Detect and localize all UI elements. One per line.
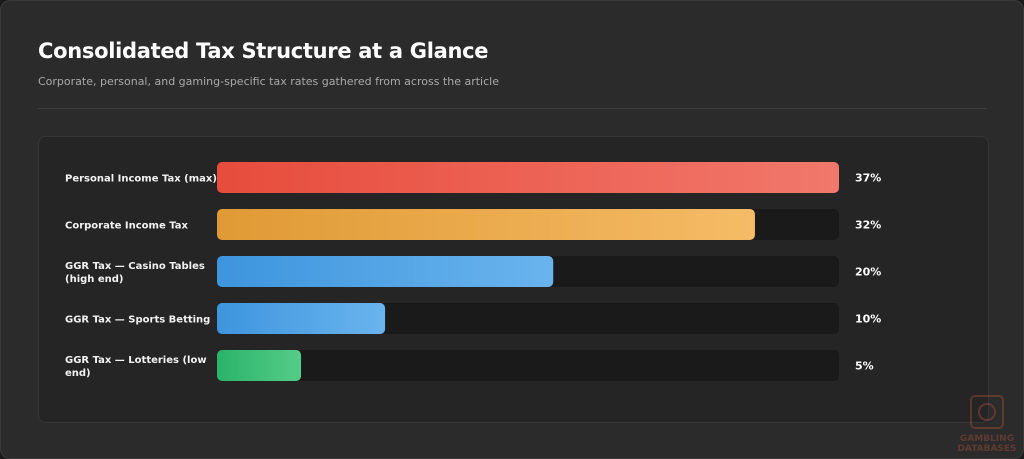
category-label: Corporate Income Tax [65,221,188,232]
bar-chart: Personal Income Tax (max) 37% Corporate In… [65,162,881,381]
bar [217,209,755,240]
bar [217,256,554,287]
watermark-logo: GAMBLING DATABASES [953,392,1021,456]
bar-track [217,350,839,381]
value-label: 10% [855,313,881,326]
chart-panel: Personal Income Tax (max) 37% Corporate In… [38,136,989,423]
category-label: GGR Tax — Casino Tables [65,261,205,272]
value-label: 37% [855,172,881,185]
category-label: end) [65,368,91,379]
value-label: 5% [855,360,874,373]
watermark-line1: GAMBLING [959,434,1015,444]
bar [217,303,386,334]
bar [217,162,839,193]
divider [38,108,987,109]
bar [217,350,302,381]
value-label: 20% [855,266,881,279]
chart-title: Consolidated Tax Structure at a Glance [38,39,489,63]
category-label: GGR Tax — Sports Betting [65,315,210,326]
watermark-line2: DATABASES [957,444,1017,454]
chart-subtitle: Corporate, personal, and gaming-specific… [38,75,499,88]
value-label: 32% [855,219,881,232]
category-label: Personal Income Tax (max) [65,174,217,185]
category-label: GGR Tax — Lotteries (low [65,355,207,366]
dice-icon [970,395,1004,429]
category-label: (high end) [65,274,124,285]
